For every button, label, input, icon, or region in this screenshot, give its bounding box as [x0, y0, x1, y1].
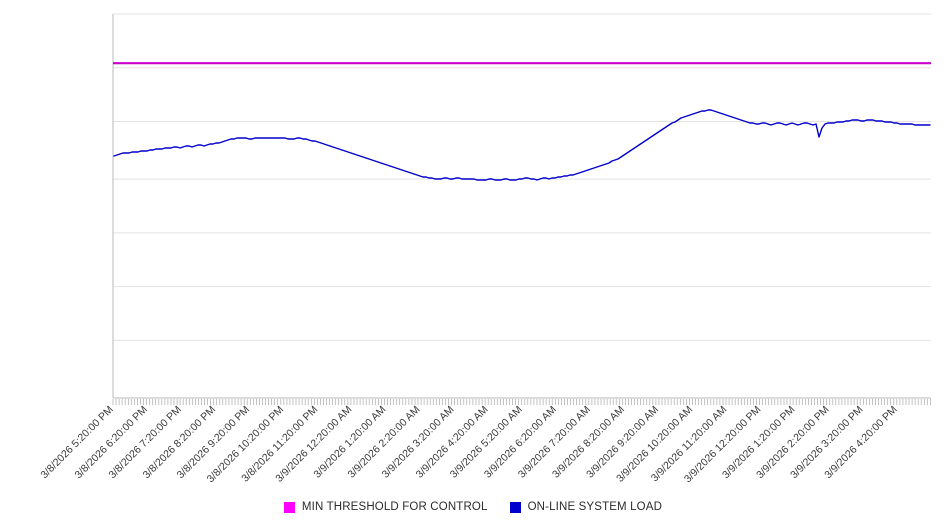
legend-swatch-icon [283, 501, 295, 513]
chart-legend: MIN THRESHOLD FOR CONTROL ON-LINE SYSTEM… [0, 496, 946, 518]
line-chart: 3/8/2026 5:20:00 PM3/8/2026 6:20:00 PM3/… [38, 13, 931, 486]
legend-label: MIN THRESHOLD FOR CONTROL [301, 501, 488, 513]
axis-lines [112, 14, 931, 399]
legend-item-min-threshold-for-control[interactable]: MIN THRESHOLD FOR CONTROL [283, 501, 488, 513]
legend-item-on-line-system-load[interactable]: ON-LINE SYSTEM LOAD [509, 501, 663, 513]
legend-label: ON-LINE SYSTEM LOAD [527, 501, 663, 513]
series-on-line-system-load [113, 109, 931, 181]
plot-background [113, 14, 931, 398]
series-layer [113, 62, 931, 181]
x-axis-minor-ticks [112, 399, 931, 405]
x-axis-tick-labels: 3/8/2026 5:20:00 PM3/8/2026 6:20:00 PM3/… [38, 404, 899, 486]
legend-swatch-icon [509, 501, 521, 513]
